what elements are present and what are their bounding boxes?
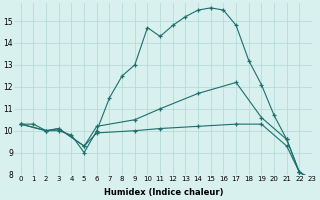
X-axis label: Humidex (Indice chaleur): Humidex (Indice chaleur) xyxy=(104,188,223,197)
